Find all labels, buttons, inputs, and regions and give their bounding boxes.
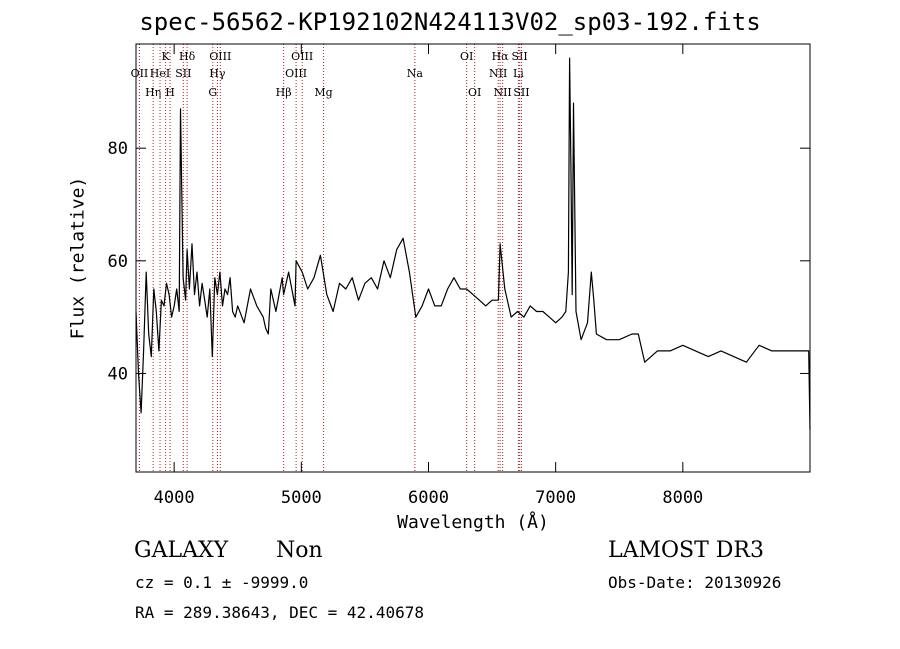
y-tick-label: 40 [108, 364, 128, 384]
spectral-line-label: OI [460, 50, 473, 63]
spectral-line-label: Na [407, 67, 424, 80]
spectral-line-label: Hβ [276, 86, 292, 99]
spectral-line-label: G [208, 86, 217, 99]
x-tick-label: 8000 [662, 488, 703, 508]
coordinates-line: RA = 289.38643, DEC = 42.40678 [135, 603, 424, 622]
spectral-line-label: NII [489, 67, 507, 80]
survey-label: LAMOST DR3 [608, 538, 764, 563]
class-label: GALAXY [134, 538, 229, 563]
x-axis-label: Wavelength (Å) [397, 512, 549, 533]
x-tick-label: 4000 [154, 488, 195, 508]
y-tick-label: 80 [108, 139, 128, 159]
x-tick-label: 5000 [281, 488, 322, 508]
y-axis-label: Flux (relative) [67, 176, 89, 340]
spectral-line-label: SII [175, 67, 191, 80]
spectrum-series [135, 57, 811, 430]
spectral-line-label: Li [513, 67, 524, 80]
chart-title: spec-56562-KP192102N424113V02_sp03-192.f… [139, 8, 761, 36]
spectral-line-label: OIII [209, 50, 231, 63]
spectral-line-label: Hα [492, 50, 510, 63]
spectral-line-markers: OIIHηHeIKHSIIHδGHγOIIIHβOIIIOIIIMgNaOIOI… [131, 44, 530, 472]
spectral-line-label: OII [131, 67, 149, 80]
spectral-line-label: Hδ [179, 50, 196, 63]
x-tick-label: 7000 [535, 488, 576, 508]
spectral-line-label: SII [512, 50, 528, 63]
spectral-line-label: Mg [314, 86, 332, 99]
spectrum-line [135, 57, 811, 430]
spectral-line-label: SII [513, 86, 529, 99]
x-tick-label: 6000 [408, 488, 449, 508]
y-tick-label: 60 [108, 252, 128, 272]
cz-line: cz = 0.1 ± -9999.0 [135, 573, 309, 592]
spectral-line-label: Hη [145, 86, 161, 99]
spectral-line-label: H [165, 86, 175, 99]
spectral-line-label: OI [468, 86, 481, 99]
spectral-line-label: Hγ [209, 67, 226, 80]
subclass-label: Non [276, 538, 323, 563]
plot-frame [135, 43, 811, 473]
spectral-line-label: OIII [285, 67, 307, 80]
spectral-line-label: K [162, 50, 171, 63]
spectral-line-label: OIII [291, 50, 313, 63]
spectral-line-label: HeI [150, 67, 170, 80]
obs-date: Obs-Date: 20130926 [608, 573, 782, 592]
axis-ticks: 4000 5000 6000 7000 8000 40 60 80 [108, 44, 810, 508]
spectral-line-label: NII [493, 86, 511, 99]
